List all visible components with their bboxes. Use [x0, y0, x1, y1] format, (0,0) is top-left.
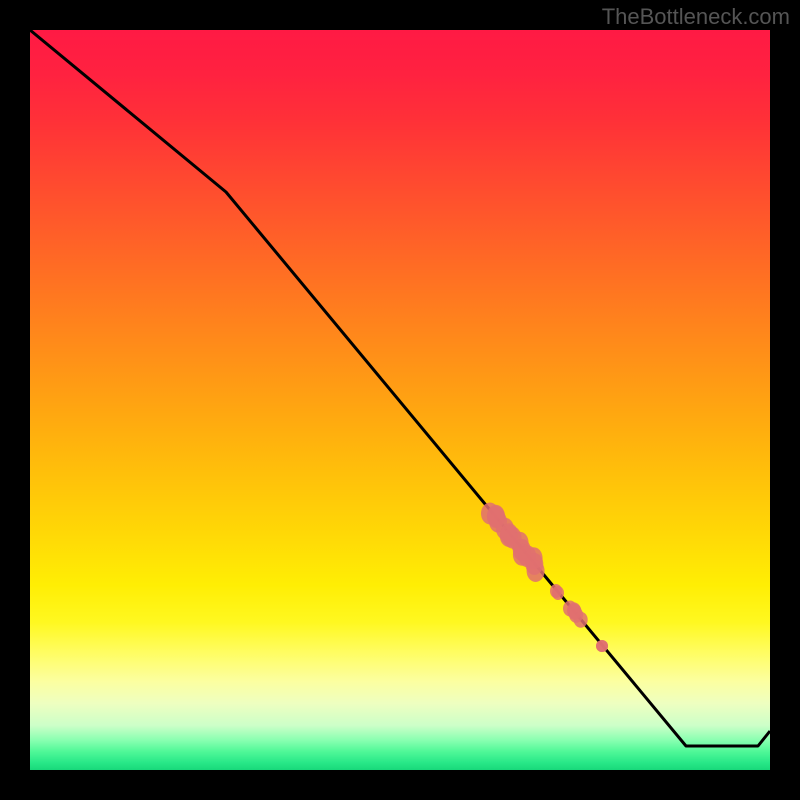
- scatter-point: [574, 612, 588, 628]
- scatter-point: [527, 560, 545, 582]
- watermark-text: TheBottleneck.com: [602, 4, 790, 30]
- chart-svg: [0, 0, 800, 800]
- scatter-point: [596, 640, 608, 652]
- scatter-point: [552, 586, 564, 600]
- bottleneck-chart: [0, 0, 800, 800]
